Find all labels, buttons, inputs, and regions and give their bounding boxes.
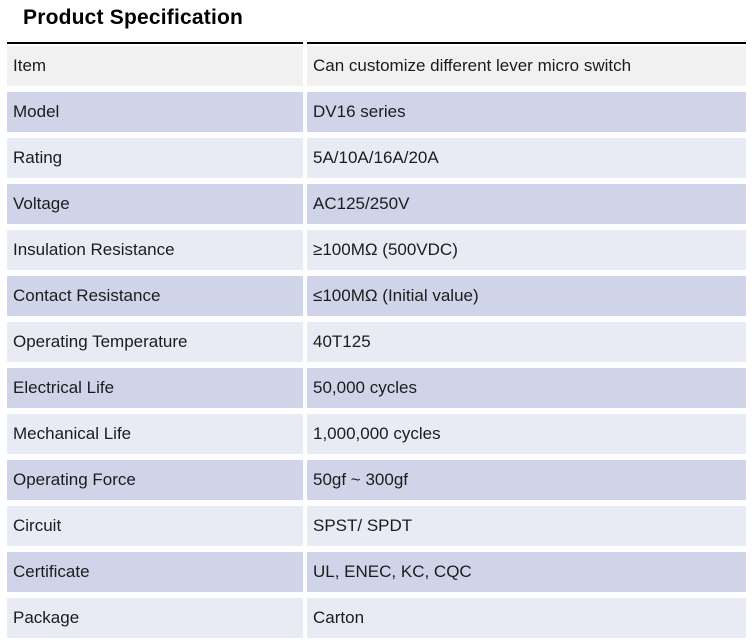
spec-label-cell: Mechanical Life (7, 414, 303, 454)
spec-value-cell: UL, ENEC, KC, CQC (307, 552, 746, 592)
spec-value-cell: ≤100MΩ (Initial value) (307, 276, 746, 316)
spec-value-cell: 1,000,000 cycles (307, 414, 746, 454)
table-row: Item Can customize different lever micro… (7, 46, 746, 86)
table-row: Operating Temperature 40T125 (7, 322, 746, 362)
spec-label-cell: Package (7, 598, 303, 638)
table-row: Electrical Life 50,000 cycles (7, 368, 746, 408)
spec-label-cell: Contact Resistance (7, 276, 303, 316)
spec-label-cell: Operating Force (7, 460, 303, 500)
top-rule-left-segment (7, 42, 303, 44)
table-row: Model DV16 series (7, 92, 746, 132)
spec-value-cell: Carton (307, 598, 746, 638)
table-row: Rating 5A/10A/16A/20A (7, 138, 746, 178)
spec-value-cell: AC125/250V (307, 184, 746, 224)
table-row: Operating Force 50gf ~ 300gf (7, 460, 746, 500)
spec-value-cell: 40T125 (307, 322, 746, 362)
spec-label-cell: Rating (7, 138, 303, 178)
spec-label-cell: Operating Temperature (7, 322, 303, 362)
spec-label-cell: Circuit (7, 506, 303, 546)
spec-label-cell: Insulation Resistance (7, 230, 303, 270)
top-rule-right-segment (307, 42, 746, 44)
spec-value-cell: DV16 series (307, 92, 746, 132)
spec-value-cell: 50gf ~ 300gf (307, 460, 746, 500)
table-row: Certificate UL, ENEC, KC, CQC (7, 552, 746, 592)
table-top-rule (7, 42, 746, 44)
spec-rows: Item Can customize different lever micro… (7, 46, 746, 638)
table-row: Circuit SPST/ SPDT (7, 506, 746, 546)
spec-value-cell: Can customize different lever micro swit… (307, 46, 746, 86)
spec-value-cell: 5A/10A/16A/20A (307, 138, 746, 178)
spec-label-cell: Certificate (7, 552, 303, 592)
spec-value-cell: 50,000 cycles (307, 368, 746, 408)
spec-label-cell: Model (7, 92, 303, 132)
page-title: Product Specification (23, 6, 244, 29)
spec-label-cell: Item (7, 46, 303, 86)
spec-label-cell: Electrical Life (7, 368, 303, 408)
spec-value-cell: ≥100MΩ (500VDC) (307, 230, 746, 270)
table-row: Insulation Resistance ≥100MΩ (500VDC) (7, 230, 746, 270)
spec-table: Item Can customize different lever micro… (7, 42, 746, 638)
spec-value-cell: SPST/ SPDT (307, 506, 746, 546)
table-row: Voltage AC125/250V (7, 184, 746, 224)
table-row: Mechanical Life 1,000,000 cycles (7, 414, 746, 454)
table-row: Contact Resistance ≤100MΩ (Initial value… (7, 276, 746, 316)
table-row: Package Carton (7, 598, 746, 638)
spec-label-cell: Voltage (7, 184, 303, 224)
